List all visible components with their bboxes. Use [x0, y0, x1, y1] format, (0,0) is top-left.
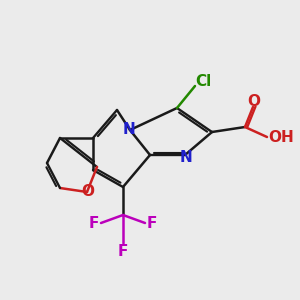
- Text: F: F: [118, 244, 128, 259]
- Text: O: O: [248, 94, 260, 110]
- Text: O: O: [82, 184, 94, 199]
- Text: N: N: [180, 149, 192, 164]
- Text: F: F: [147, 217, 157, 232]
- Text: N: N: [123, 122, 135, 136]
- Text: OH: OH: [268, 130, 294, 145]
- Text: F: F: [89, 217, 99, 232]
- Text: Cl: Cl: [195, 74, 211, 89]
